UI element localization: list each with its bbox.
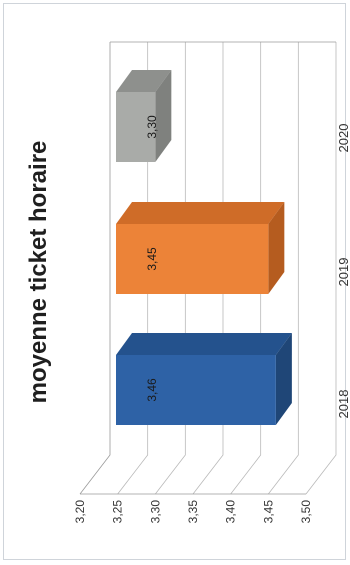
data-label: 3,46 [145,378,159,402]
bar-2020: 3,30 [116,70,172,162]
bar-side-face [116,333,292,355]
category-label: 2020 [336,124,350,153]
bar-side-face [116,202,285,224]
y-tick-label: 3,25 [111,500,125,524]
y-tick-label: 3,45 [261,500,275,524]
gridline [117,42,149,495]
bar-front-face [116,92,156,162]
gridline [79,42,111,495]
gridline [155,42,186,495]
bar-top-face [155,70,172,162]
bar-front-face [116,224,269,294]
data-label: 3,45 [145,247,159,271]
bars: 3,46 3,45 3,30 [116,70,292,425]
chart-frame [3,3,346,560]
y-tick-label: 3,30 [148,500,162,524]
data-label: 3,30 [145,115,159,139]
bar-front-face [116,355,276,425]
category-label: 2018 [336,390,350,419]
gridline [268,42,299,495]
gridline [230,42,262,495]
chart-title: moyenne ticket horaire [25,141,52,404]
y-tick-label: 3,20 [73,500,87,524]
bar-top-face [275,333,292,425]
y-tick-labels: 3,20 3,25 3,30 3,35 3,40 3,45 3,50 [73,500,313,524]
gridline [305,42,337,495]
gridlines [79,41,337,495]
bar-2019: 3,45 [116,202,285,294]
bar-top-face [268,202,285,294]
bar-side-face [116,70,172,92]
category-label: 2019 [336,258,350,287]
y-tick-label: 3,40 [224,500,238,524]
category-labels: 2018 2019 2020 [336,124,350,419]
y-tick-label: 3,35 [186,500,200,524]
gridline [192,42,224,495]
y-tick-label: 3,50 [299,500,313,524]
bar-2018: 3,46 [116,333,292,425]
